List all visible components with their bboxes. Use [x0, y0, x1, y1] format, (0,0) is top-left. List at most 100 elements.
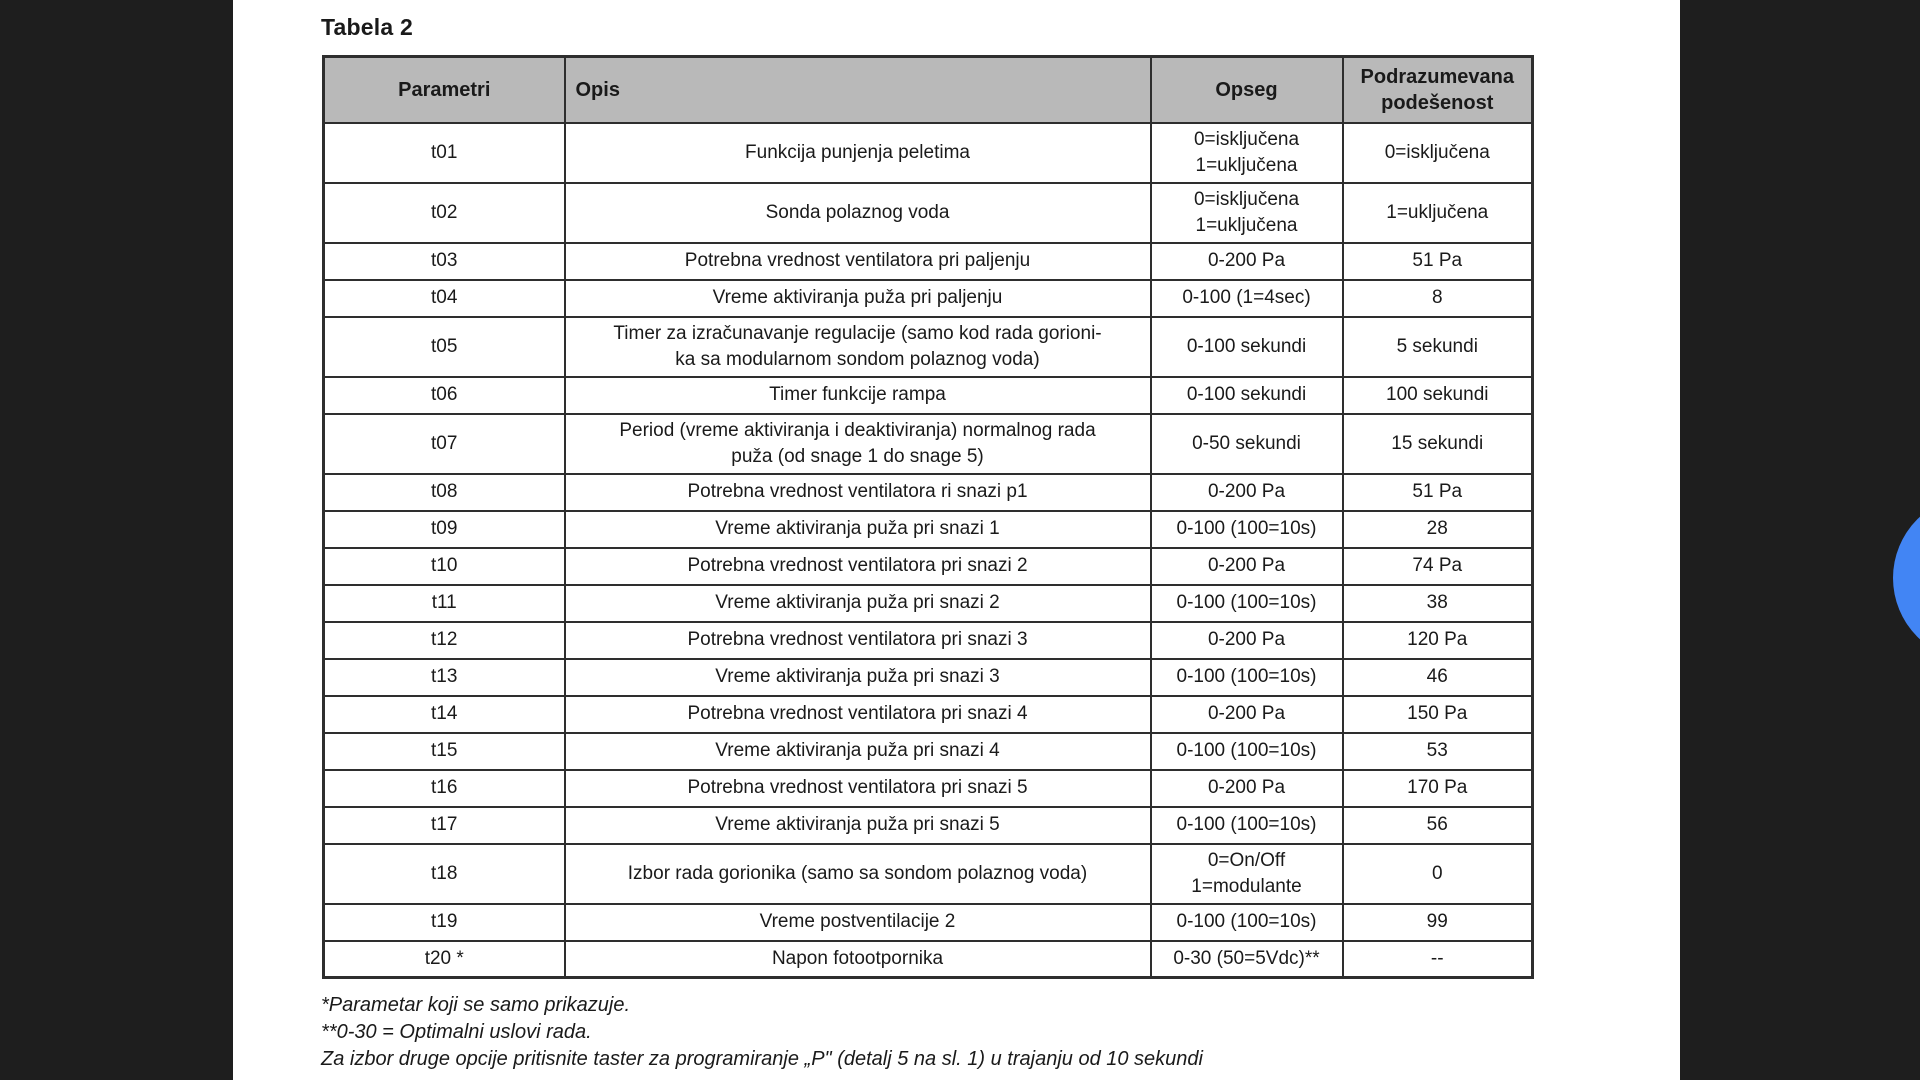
cell-podrazumevana: 99	[1341, 902, 1534, 942]
footnote-programming-clipped: Za izbor druge opcije pritisnite taster …	[321, 1048, 1203, 1070]
cell-opis: Potrebna vrednost ventilatora pri snazi …	[563, 620, 1152, 660]
cell-opis: Vreme aktiviranja puža pri snazi 3	[563, 657, 1152, 697]
cell-parametar: t09	[322, 509, 566, 549]
table-row: t04 Vreme aktiviranja puža pri paljenju …	[322, 278, 1534, 318]
cell-opis: Potrebna vrednost ventilatora ri snazi p…	[563, 472, 1152, 512]
cell-parametar: t15	[322, 731, 566, 771]
cell-opis: Funkcija punjenja peletima	[563, 121, 1152, 184]
floating-blue-circle-button[interactable]	[1893, 495, 1920, 661]
cell-opseg: 0-200 Pa	[1149, 620, 1344, 660]
cell-opis: Izbor rada gorionika (samo sa sondom pol…	[563, 842, 1152, 905]
table-row: t15 Vreme aktiviranja puža pri snazi 4 0…	[322, 731, 1534, 771]
cell-podrazumevana: 150 Pa	[1341, 694, 1534, 734]
footnotes: *Parametar koji se samo prikazuje. **0-3…	[321, 992, 1680, 1073]
cell-opseg: 0-100 (1=4sec)	[1149, 278, 1344, 318]
header-opseg: Opseg	[1149, 55, 1344, 124]
table-row: t18 Izbor rada gorionika (samo sa sondom…	[322, 842, 1534, 905]
cell-podrazumevana: 38	[1341, 583, 1534, 623]
cell-podrazumevana: 100 sekundi	[1341, 375, 1534, 415]
cell-podrazumevana: 51 Pa	[1341, 241, 1534, 281]
cell-parametar: t07	[322, 412, 566, 475]
cell-opseg: 0-200 Pa	[1149, 694, 1344, 734]
header-opis: Opis	[563, 55, 1152, 124]
table-row: t02 Sonda polaznog voda 0=isključena 1=u…	[322, 181, 1534, 244]
table-row: t03 Potrebna vrednost ventilatora pri pa…	[322, 241, 1534, 281]
table-row: t11 Vreme aktiviranja puža pri snazi 2 0…	[322, 583, 1534, 623]
cell-parametar: t03	[322, 241, 566, 281]
cell-opseg: 0-100 (100=10s)	[1149, 583, 1344, 623]
cell-parametar: t14	[322, 694, 566, 734]
header-parametri: Parametri	[322, 55, 566, 124]
cell-parametar: t02	[322, 181, 566, 244]
cell-opis: Vreme aktiviranja puža pri snazi 5	[563, 805, 1152, 845]
cell-parametar: t08	[322, 472, 566, 512]
footnote-display-only: *Parametar koji se samo prikazuje.	[321, 994, 631, 1016]
cell-opis: Vreme aktiviranja puža pri paljenju	[563, 278, 1152, 318]
table-row: t06 Timer funkcije rampa 0-100 sekundi 1…	[322, 375, 1534, 415]
table-row: t08 Potrebna vrednost ventilatora ri sna…	[322, 472, 1534, 512]
cell-opseg: 0-100 (100=10s)	[1149, 509, 1344, 549]
cell-podrazumevana: 15 sekundi	[1341, 412, 1534, 475]
cell-opis: Potrebna vrednost ventilatora pri paljen…	[563, 241, 1152, 281]
cell-opseg: 0-100 (100=10s)	[1149, 902, 1344, 942]
cell-podrazumevana: 1=uključena	[1341, 181, 1534, 244]
cell-opseg: 0=On/Off 1=modulante	[1149, 842, 1344, 905]
cell-parametar: t10	[322, 546, 566, 586]
cell-opis: Vreme postventilacije 2	[563, 902, 1152, 942]
cell-podrazumevana: 28	[1341, 509, 1534, 549]
cell-parametar: t05	[322, 315, 566, 378]
table-title: Tabela 2	[321, 14, 413, 40]
cell-opis: Vreme aktiviranja puža pri snazi 2	[563, 583, 1152, 623]
cell-opseg: 0-100 sekundi	[1149, 315, 1344, 378]
cell-parametar: t06	[322, 375, 566, 415]
cell-parametar: t12	[322, 620, 566, 660]
cell-opis: Potrebna vrednost ventilatora pri snazi …	[563, 694, 1152, 734]
cell-opseg: 0-50 sekundi	[1149, 412, 1344, 475]
cell-parametar: t04	[322, 278, 566, 318]
table-row: t19 Vreme postventilacije 2 0-100 (100=1…	[322, 902, 1534, 942]
cell-parametar: t17	[322, 805, 566, 845]
cell-opseg: 0-200 Pa	[1149, 472, 1344, 512]
cell-opseg: 0-100 (100=10s)	[1149, 731, 1344, 771]
cell-podrazumevana: 0=isključena	[1341, 121, 1534, 184]
cell-podrazumevana: 0	[1341, 842, 1534, 905]
cell-opis: Napon fotootpornika	[563, 939, 1152, 979]
cell-opis: Sonda polaznog voda	[563, 181, 1152, 244]
table-row: t20 * Napon fotootpornika 0-30 (50=5Vdc)…	[322, 939, 1534, 979]
table-row: t01 Funkcija punjenja peletima 0=isključ…	[322, 121, 1534, 184]
cell-opseg: 0=isključena 1=uključena	[1149, 121, 1344, 184]
parameters-table: Parametri Opis Opseg Podrazumevana podeš…	[322, 55, 1534, 979]
cell-opis: Period (vreme aktiviranja i deaktiviranj…	[563, 412, 1152, 475]
table-body: t01 Funkcija punjenja peletima 0=isključ…	[322, 121, 1534, 979]
cell-podrazumevana: 5 sekundi	[1341, 315, 1534, 378]
cell-opis: Vreme aktiviranja puža pri snazi 4	[563, 731, 1152, 771]
cell-opseg: 0-30 (50=5Vdc)**	[1149, 939, 1344, 979]
cell-parametar: t19	[322, 902, 566, 942]
cell-podrazumevana: 74 Pa	[1341, 546, 1534, 586]
cell-parametar: t18	[322, 842, 566, 905]
table-row: t14 Potrebna vrednost ventilatora pri sn…	[322, 694, 1534, 734]
cell-podrazumevana: 46	[1341, 657, 1534, 697]
cell-parametar: t13	[322, 657, 566, 697]
table-row: t10 Potrebna vrednost ventilatora pri sn…	[322, 546, 1534, 586]
footnote-optimal-range: **0-30 = Optimalni uslovi rada.	[321, 1021, 592, 1043]
cell-podrazumevana: 53	[1341, 731, 1534, 771]
table-row: t16 Potrebna vrednost ventilatora pri sn…	[322, 768, 1534, 808]
cell-podrazumevana: 170 Pa	[1341, 768, 1534, 808]
cell-opis: Potrebna vrednost ventilatora pri snazi …	[563, 546, 1152, 586]
cell-opseg: 0-200 Pa	[1149, 241, 1344, 281]
table-row: t05 Timer za izračunavanje regulacije (s…	[322, 315, 1534, 378]
cell-podrazumevana: 8	[1341, 278, 1534, 318]
cell-podrazumevana: 120 Pa	[1341, 620, 1534, 660]
cell-opseg: 0-100 sekundi	[1149, 375, 1344, 415]
cell-opseg: 0=isključena 1=uključena	[1149, 181, 1344, 244]
cell-opis: Timer za izračunavanje regulacije (samo …	[563, 315, 1152, 378]
table-row: t12 Potrebna vrednost ventilatora pri sn…	[322, 620, 1534, 660]
cell-parametar: t11	[322, 583, 566, 623]
document-page: Tabela 2 Parametri Opis Opseg Podrazumev…	[233, 0, 1680, 1080]
table-row: t17 Vreme aktiviranja puža pri snazi 5 0…	[322, 805, 1534, 845]
cell-opis: Timer funkcije rampa	[563, 375, 1152, 415]
table-row: t09 Vreme aktiviranja puža pri snazi 1 0…	[322, 509, 1534, 549]
